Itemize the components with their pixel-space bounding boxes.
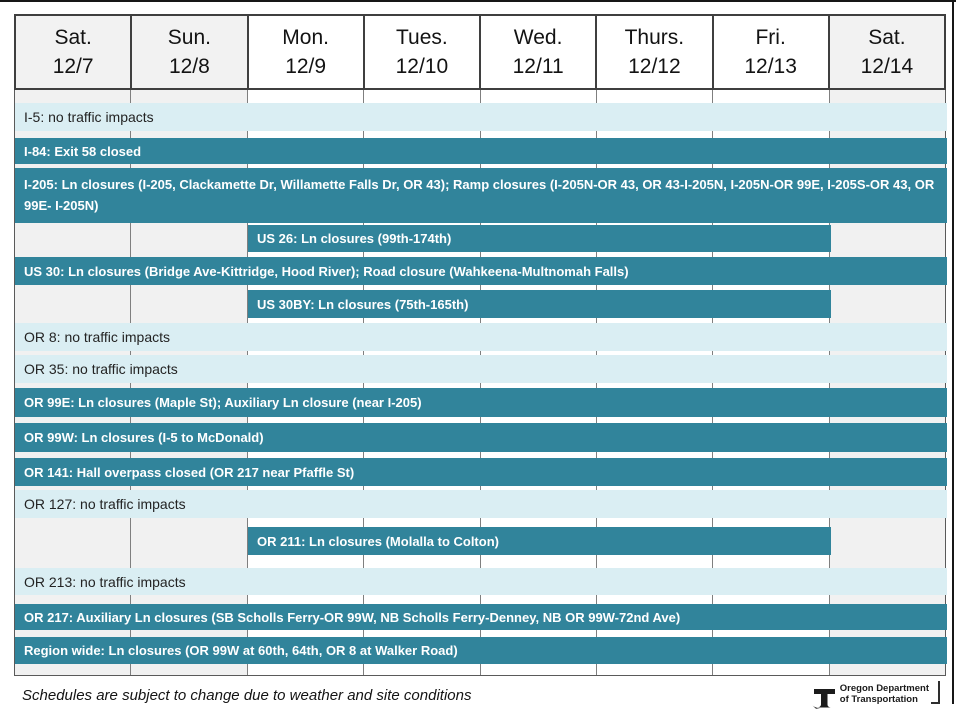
odot-t-icon	[812, 689, 835, 709]
header-cell-sun-12-8: Sun. 12/8	[130, 16, 247, 88]
odot-logo-text: Oregon Department of Transportation	[840, 683, 929, 705]
traffic-impact-schedule-table: Sat. 12/7 Sun. 12/8 Mon. 12/9 Tues. 12/10 Wed. 12…	[14, 14, 947, 676]
corner-bracket-decoration	[931, 681, 940, 704]
schedule-bar-or-213: OR 213: no traffic impacts	[15, 568, 947, 595]
odot-logo-line2: of Transportation	[839, 694, 918, 705]
header-cell-sat-12-7: Sat. 12/7	[16, 16, 131, 88]
day-date: 12/14	[860, 55, 914, 78]
day-header-row: Sat. 12/7 Sun. 12/8 Mon. 12/9 Tues. 12/10 Wed. 12…	[14, 14, 946, 90]
schedule-bar-us-30by: US 30BY: Ln closures (75th-165th)	[248, 290, 831, 318]
schedule-bar-us-30: US 30: Ln closures (Bridge Ave-Kittridge…	[15, 257, 947, 285]
day-date: 12/7	[52, 55, 94, 78]
schedule-bar-or-99e: OR 99E: Ln closures (Maple St); Auxiliar…	[15, 388, 947, 417]
day-date: 12/8	[168, 55, 210, 78]
header-cell-fri-12-13: Fri. 12/13	[711, 16, 828, 88]
odot-logo: Oregon Department of Transportation	[812, 683, 929, 710]
odot-logo-line1: Oregon Department	[839, 683, 929, 694]
footer: Schedules are subject to change due to w…	[14, 679, 946, 710]
slide-right-border	[952, 0, 954, 704]
day-label: Sat.	[868, 26, 906, 49]
schedule-bar-i-5: I-5: no traffic impacts	[15, 103, 947, 131]
day-date: 12/9	[285, 55, 327, 78]
day-label: Mon.	[282, 26, 329, 49]
header-cell-tues-12-10: Tues. 12/10	[362, 16, 479, 88]
schedule-bar-or-127: OR 127: no traffic impacts	[15, 490, 947, 518]
header-cell-thurs-12-12: Thurs. 12/12	[595, 16, 712, 88]
footer-disclaimer: Schedules are subject to change due to w…	[22, 687, 472, 704]
day-label: Thurs.	[624, 26, 685, 49]
schedule-bar-i-205: I-205: Ln closures (I-205, Clackamette D…	[15, 168, 947, 223]
header-cell-mon-12-9: Mon. 12/9	[246, 16, 363, 88]
schedule-bar-i-84: I-84: Exit 58 closed	[15, 138, 947, 164]
schedule-bar-us-26: US 26: Ln closures (99th-174th)	[248, 225, 831, 252]
day-label: Sun.	[167, 26, 211, 49]
day-date: 12/10	[395, 55, 449, 78]
day-date: 12/12	[628, 55, 681, 78]
schedule-bar-or-8: OR 8: no traffic impacts	[15, 323, 947, 351]
day-label: Wed.	[513, 26, 563, 49]
schedule-bar-region-wide: Region wide: Ln closures (OR 99W at 60th…	[15, 637, 947, 664]
schedule-bar-or-211: OR 211: Ln closures (Molalla to Colton)	[248, 527, 831, 555]
day-date: 12/13	[744, 55, 797, 78]
slide-top-border	[0, 0, 956, 2]
schedule-bar-or-141: OR 141: Hall overpass closed (OR 217 nea…	[15, 458, 947, 486]
header-cell-sat-12-14: Sat. 12/14	[827, 16, 944, 88]
day-label: Fri.	[755, 26, 786, 49]
schedule-bar-or-217: OR 217: Auxiliary Ln closures (SB Scholl…	[15, 604, 947, 630]
header-cell-wed-12-11: Wed. 12/11	[479, 16, 596, 88]
day-date: 12/11	[512, 55, 564, 78]
day-label: Tues.	[396, 26, 448, 49]
schedule-bar-or-99w: OR 99W: Ln closures (I-5 to McDonald)	[15, 423, 947, 452]
day-label: Sat.	[54, 26, 92, 49]
schedule-bar-or-35: OR 35: no traffic impacts	[15, 355, 947, 383]
schedule-body: I-5: no traffic impacts I-84: Exit 58 clo…	[14, 90, 947, 676]
